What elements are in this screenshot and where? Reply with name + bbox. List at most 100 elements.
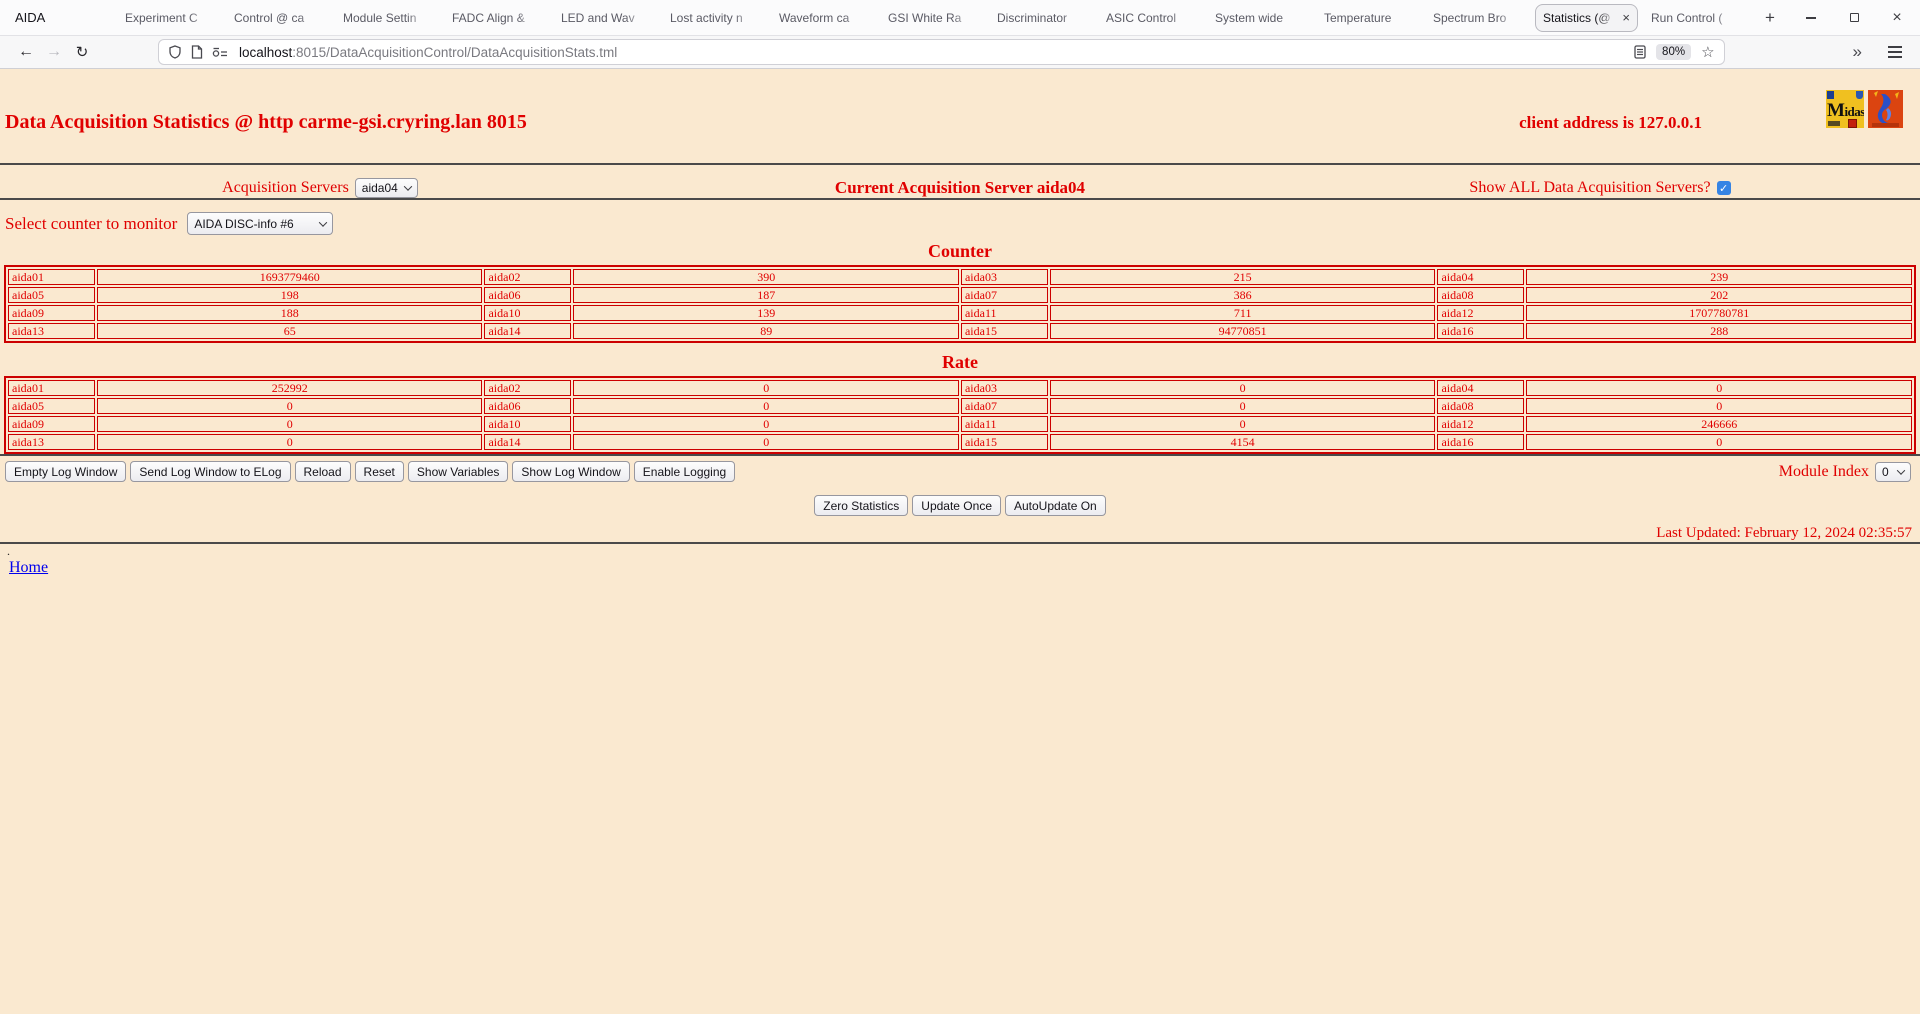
facility-logo <box>1868 90 1903 128</box>
zoom-level-badge[interactable]: 80% <box>1656 44 1692 60</box>
value-cell: 89 <box>573 323 959 339</box>
value-cell: 202 <box>1526 287 1912 303</box>
server-name-cell: aida10 <box>484 305 572 321</box>
server-name-cell: aida09 <box>8 416 95 432</box>
current-server-label: Current Acquisition Server aida04 <box>834 178 1086 197</box>
new-tab-button[interactable]: + <box>1765 7 1775 27</box>
logos: Midas <box>1826 90 1903 128</box>
value-cell: 0 <box>1049 398 1436 414</box>
server-name-cell: aida16 <box>1437 323 1525 339</box>
reset-button[interactable]: Reset <box>354 461 404 482</box>
page-title: Data Acquisition Statistics @ http carme… <box>5 111 527 133</box>
hamburger-menu-icon[interactable] <box>1888 46 1902 58</box>
value-cell: 198 <box>96 287 483 303</box>
maximize-button[interactable] <box>1847 11 1861 25</box>
divider <box>0 163 1920 165</box>
reload-button[interactable]: Reload <box>294 461 351 482</box>
server-name-cell: aida14 <box>484 434 572 450</box>
log-buttons: Empty Log Window Send Log Window to ELog R… <box>5 461 736 482</box>
value-cell: 0 <box>573 398 959 414</box>
tab-spectrum-bro[interactable]: Spectrum Bro <box>1426 4 1529 32</box>
value-cell: 0 <box>573 416 959 432</box>
autoupdate-on-button[interactable]: AutoUpdate On <box>1005 495 1106 516</box>
reload-button[interactable]: ↻ <box>75 44 89 61</box>
show-variables-button[interactable]: Show Variables <box>407 461 509 482</box>
stat-buttons-row: Zero Statistics Update Once AutoUpdate On <box>0 495 1920 516</box>
value-cell: 0 <box>1526 380 1912 396</box>
enable-logging-button[interactable]: Enable Logging <box>633 461 736 482</box>
tab-asic-control[interactable]: ASIC Control <box>1099 4 1202 32</box>
value-cell: 390 <box>573 269 959 285</box>
tab-label: System wide <box>1215 10 1284 25</box>
server-name-cell: aida11 <box>960 416 1048 432</box>
acquisition-server-select[interactable]: aida04 <box>354 178 418 198</box>
url-domain: localhost <box>239 44 293 60</box>
server-name-cell: aida06 <box>484 398 572 414</box>
server-name-cell: aida07 <box>960 398 1048 414</box>
tab-label: LED and Wav <box>561 10 635 25</box>
app-title: AIDA <box>15 10 46 25</box>
value-cell: 0 <box>96 434 483 450</box>
tab-system-wide[interactable]: System wide <box>1208 4 1311 32</box>
divider <box>0 542 1920 544</box>
tab-led-and-wav[interactable]: LED and Wav <box>554 4 657 32</box>
last-updated: Last Updated: February 12, 2024 02:35:57 <box>1656 525 1912 541</box>
acquisition-servers-label: Acquisition Servers <box>222 179 349 196</box>
send-log-window-to-elog-button[interactable]: Send Log Window to ELog <box>130 461 291 482</box>
empty-log-window-button[interactable]: Empty Log Window <box>5 461 127 482</box>
server-name-cell: aida14 <box>484 323 572 339</box>
table-row: aida05 198 aida06 187 aida07 386 aida08 202 <box>8 287 1912 303</box>
url-text[interactable]: localhost:8015/DataAcquisitionControl/Da… <box>239 45 1634 60</box>
show-all-label: Show ALL Data Acquisition Servers? <box>1469 179 1711 196</box>
show-log-window-button[interactable]: Show Log Window <box>512 461 630 482</box>
back-button[interactable]: ← <box>18 43 34 60</box>
tab-control-ca[interactable]: Control @ ca <box>227 4 330 32</box>
overflow-menu-icon[interactable]: » <box>1852 42 1862 61</box>
server-name-cell: aida05 <box>8 287 95 303</box>
tab-statistics[interactable]: Statistics (@ × <box>1535 3 1638 32</box>
server-name-cell: aida02 <box>484 380 572 396</box>
tab-gsi-white-ra[interactable]: GSI White Ra <box>881 4 984 32</box>
zero-statistics-button[interactable]: Zero Statistics <box>814 495 909 516</box>
value-cell: 288 <box>1526 323 1912 339</box>
value-cell: 0 <box>573 434 959 450</box>
page-header: Data Acquisition Statistics @ http carme… <box>0 69 1920 163</box>
close-button[interactable]: × <box>1892 8 1902 26</box>
server-name-cell: aida02 <box>484 269 572 285</box>
connection-icon[interactable] <box>212 45 228 59</box>
bookmark-star-icon[interactable]: ☆ <box>1701 44 1715 61</box>
url-bar[interactable]: localhost:8015/DataAcquisitionControl/Da… <box>158 39 1725 65</box>
server-name-cell: aida03 <box>960 380 1048 396</box>
chevron-down-icon <box>319 217 328 227</box>
module-index-select[interactable]: 0 <box>1875 461 1911 482</box>
counter-select[interactable]: AIDA DISC-info #6 <box>187 212 334 235</box>
shield-icon[interactable] <box>168 45 182 59</box>
tab-module-settin[interactable]: Module Settin <box>336 4 439 32</box>
controls-row: Acquisition Servers aida04 Current Acqui… <box>0 178 1920 198</box>
server-name-cell: aida13 <box>8 323 95 339</box>
tab-label: Control @ ca <box>234 10 305 25</box>
tab-fadc-align[interactable]: FADC Align & <box>445 4 548 32</box>
show-all-checkbox[interactable]: ✓ <box>1716 181 1731 195</box>
value-cell: 139 <box>573 305 959 321</box>
tab-experiment-c[interactable]: Experiment C <box>118 4 221 32</box>
tab-discriminator[interactable]: Discriminator <box>990 4 1093 32</box>
rate-table: aida01 252992 aida02 0 aida03 0 aida04 0 aida05 0… <box>4 376 1916 454</box>
tab-waveform-ca[interactable]: Waveform ca <box>772 4 875 32</box>
value-cell: 0 <box>1049 380 1436 396</box>
home-link[interactable]: Home <box>9 559 49 576</box>
tab-lost-activity-n[interactable]: Lost activity n <box>663 4 766 32</box>
module-index-label: Module Index <box>1778 462 1869 480</box>
reader-view-icon[interactable] <box>1634 45 1646 59</box>
server-name-cell: aida12 <box>1437 416 1525 432</box>
tab-label: Module Settin <box>343 10 417 25</box>
divider <box>0 198 1920 200</box>
update-once-button[interactable]: Update Once <box>912 495 1001 516</box>
minimize-button[interactable] <box>1804 11 1818 25</box>
tab-close-icon[interactable]: × <box>1622 10 1630 25</box>
tab-run-control[interactable]: Run Control ( <box>1644 4 1747 32</box>
table-row: aida13 0 aida14 0 aida15 4154 aida16 0 <box>8 434 1912 450</box>
tab-temperature[interactable]: Temperature <box>1317 4 1420 32</box>
window-controls: × <box>1804 8 1920 26</box>
browser-toolbar: ← → ↻ localhost:8015/DataAcquisitionCont… <box>0 36 1920 69</box>
